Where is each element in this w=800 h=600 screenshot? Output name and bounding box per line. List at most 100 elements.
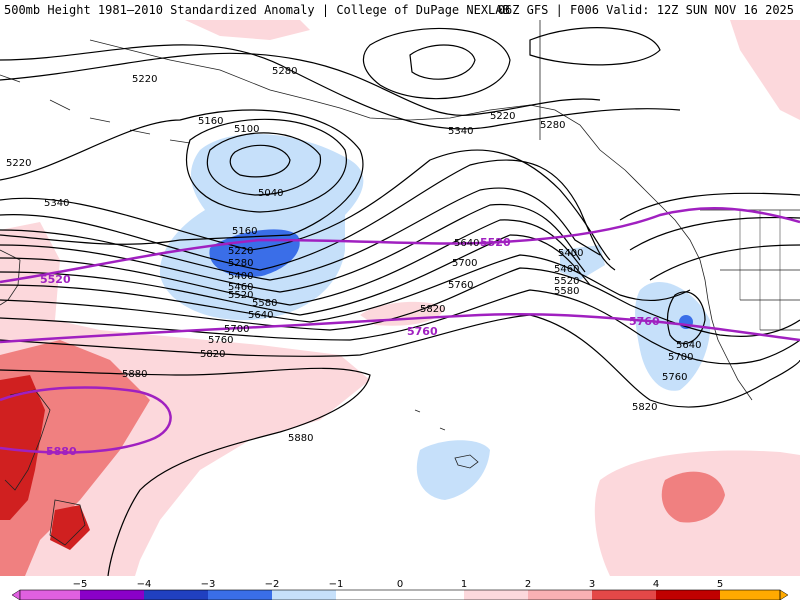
contour-label: 5400 <box>228 271 253 282</box>
highlight-label: 5760 <box>629 315 660 328</box>
contour-label: 5340 <box>448 126 473 137</box>
contour-label: 5700 <box>452 258 477 269</box>
highlight-label: 5520 <box>40 273 71 286</box>
contour-ridge-east <box>619 192 800 281</box>
highlight-label: 5520 <box>480 236 511 249</box>
colorbar-segment <box>20 590 80 600</box>
anomaly-shading <box>0 20 800 576</box>
highlight-5520 <box>0 206 800 284</box>
highlight-5760 <box>0 312 800 344</box>
colorbar-segment <box>656 590 720 600</box>
contour-label: 5880 <box>122 369 147 380</box>
contour-label: 5460 <box>554 264 579 275</box>
contour-5280-north <box>0 44 681 130</box>
contour-5880 <box>0 367 371 576</box>
contour-5220-north <box>0 52 601 116</box>
pos-anomaly-eastpac-core <box>661 471 725 523</box>
contour-label: 5460 <box>228 282 253 293</box>
neg-anomaly-hawaii <box>416 440 490 500</box>
colorbar-segment <box>336 590 464 600</box>
colorbar-tick-label: −3 <box>201 579 216 590</box>
colorbar-tick-label: 2 <box>525 579 531 590</box>
colorbar-segment <box>528 590 592 600</box>
contour-label: 5280 <box>540 120 565 131</box>
contour-low-ring-2 <box>206 132 321 196</box>
neg-anomaly-california <box>635 281 711 391</box>
colorbar-segment <box>464 590 528 600</box>
contour-label: 5340 <box>44 198 69 209</box>
pos-anomaly-westpac-core <box>0 375 45 520</box>
contour-label: 5820 <box>632 402 657 413</box>
colorbar-segment <box>592 590 656 600</box>
contour-5520 <box>0 219 586 306</box>
contour-labels: 5220 5280 5160 5100 5220 5340 5040 5160 … <box>6 66 701 458</box>
colorbar-segment <box>144 590 208 600</box>
contour-label: 5280 <box>272 66 297 77</box>
contour-label: 5820 <box>200 349 225 360</box>
colorbar: −5 −4 −3 −2 −1 0 1 2 3 4 5 <box>0 576 800 600</box>
colorbar-tick-label: −5 <box>73 579 88 590</box>
colorbar-tick-label: 5 <box>717 579 723 590</box>
colorbar-tick-label: −2 <box>265 579 280 590</box>
contour-5760 <box>0 289 800 365</box>
highlight-label: 5760 <box>407 325 438 338</box>
colorbar-ticks: −5 −4 −3 −2 −1 0 1 2 3 4 5 <box>73 579 724 590</box>
contour-label: 5700 <box>668 352 693 363</box>
colorbar-tick-label: 0 <box>397 579 403 590</box>
contour-label: 5640 <box>248 310 273 321</box>
colorbar-tick-label: −1 <box>329 579 344 590</box>
contour-5160 <box>0 109 364 245</box>
colorbar-tick-label: 1 <box>461 579 467 590</box>
contour-label: 5820 <box>420 304 445 315</box>
highlight-5880 <box>0 386 172 454</box>
anomaly-map: 5220 5280 5160 5100 5220 5340 5040 5160 … <box>0 20 800 576</box>
colorbar-segment <box>80 590 144 600</box>
highlight-label: 5880 <box>46 445 77 458</box>
colorbar-tick-label: 4 <box>653 579 659 590</box>
contour-5340 <box>0 159 616 271</box>
contour-label: 5100 <box>234 124 259 135</box>
contour-label: 5700 <box>224 324 249 335</box>
contour-label: 5760 <box>208 335 233 346</box>
colorbar-tick-label: 3 <box>589 579 595 590</box>
alaska-coast <box>89 39 753 401</box>
contour-label: 5220 <box>132 74 157 85</box>
colorbar-segment <box>720 590 780 600</box>
contour-label: 5220 <box>6 158 31 169</box>
contour-label: 5040 <box>258 188 283 199</box>
contour-label: 5160 <box>198 116 223 127</box>
hawaii-islands <box>414 409 479 469</box>
contour-label: 5760 <box>662 372 687 383</box>
contour-label: 5760 <box>448 280 473 291</box>
pos-anomaly-westpac <box>0 222 370 576</box>
model-run-label: 06Z GFS | F006 Valid: 12Z SUN NOV 16 202… <box>497 3 794 17</box>
map-header: 500mb Height 1981–2010 Standardized Anom… <box>0 0 800 20</box>
contour-high-north-outer <box>362 27 511 100</box>
pos-anomaly-westpac-core2 <box>50 505 90 550</box>
neg-anomaly-gulf-of-alaska <box>159 133 364 321</box>
pos-anomaly-top <box>185 20 310 40</box>
contour-5220 <box>0 149 611 261</box>
contour-5640 <box>0 254 691 323</box>
pos-anomaly-topright <box>730 20 800 120</box>
highlight-contours <box>0 206 800 454</box>
contour-label: 5640 <box>454 238 479 249</box>
contour-california-low <box>666 291 706 344</box>
contour-label: 5400 <box>558 248 583 259</box>
contour-5580 <box>0 234 591 316</box>
contour-label: 5580 <box>554 286 579 297</box>
contour-label: 5220 <box>490 111 515 122</box>
contour-5400 <box>0 187 601 281</box>
map-title: 500mb Height 1981–2010 Standardized Anom… <box>4 3 510 17</box>
contour-label: 5580 <box>252 298 277 309</box>
contour-label: 5880 <box>288 433 313 444</box>
contour-label: 5160 <box>232 226 257 237</box>
state-lines <box>739 210 781 330</box>
contour-label: 5520 <box>228 290 253 301</box>
contour-label: 5520 <box>554 276 579 287</box>
contour-5700 <box>0 267 800 337</box>
colorbar-tick-label: −4 <box>137 579 152 590</box>
contour-label: 5220 <box>228 246 253 257</box>
contour-high-north <box>409 44 476 80</box>
contour-low-ring-3 <box>185 118 347 213</box>
